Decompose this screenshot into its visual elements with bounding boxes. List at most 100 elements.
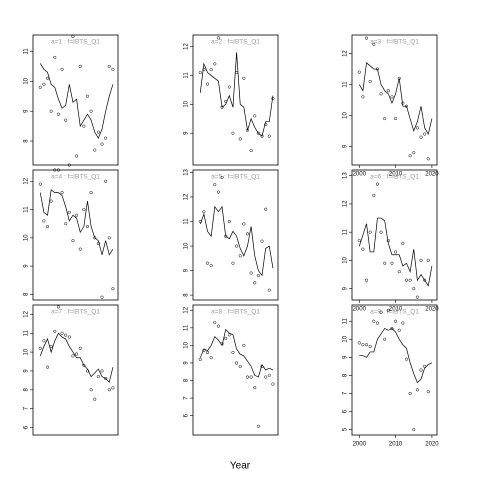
observation-point	[372, 42, 376, 46]
observation-point	[85, 369, 90, 373]
observation-point	[361, 95, 365, 99]
y-tick-label: 11	[184, 72, 190, 79]
observation-point	[216, 36, 220, 40]
observation-point	[42, 219, 46, 223]
x-tick-label: 2000	[353, 172, 367, 178]
observation-point	[38, 346, 42, 350]
x-tick-label: 2000	[353, 307, 367, 313]
observation-point	[271, 97, 275, 101]
observation-point	[67, 210, 71, 214]
panel-frame	[192, 34, 279, 166]
observation-point	[205, 261, 210, 265]
observation-point	[386, 308, 390, 312]
observation-point	[397, 76, 401, 80]
y-tick-label: 12	[184, 193, 190, 200]
observation-point	[104, 376, 108, 381]
observation-point	[379, 92, 383, 96]
observation-point	[426, 258, 430, 262]
observation-point	[42, 339, 46, 343]
observation-point	[49, 199, 53, 203]
observation-point	[60, 331, 64, 335]
x-axis-label: Year	[230, 461, 251, 472]
observation-point	[107, 388, 111, 392]
observation-point	[419, 135, 423, 139]
y-tick-label: 10	[343, 111, 349, 118]
y-tick-label: 11	[24, 48, 30, 55]
observation-point	[224, 234, 228, 238]
y-tick-label: 10	[184, 242, 190, 249]
y-tick-label: 9	[343, 144, 349, 148]
observation-point	[249, 375, 253, 379]
panel-title: a=4 : f=IBTS_Q1	[51, 174, 100, 181]
y-tick-label: 11	[343, 228, 349, 235]
y-tick-label: 8	[184, 378, 190, 382]
observation-point	[383, 117, 387, 121]
observation-point	[357, 239, 361, 243]
observation-point	[111, 67, 115, 71]
observation-point	[53, 168, 57, 172]
observation-point	[238, 254, 242, 258]
observation-point	[89, 191, 93, 195]
observation-point	[202, 68, 206, 72]
observation-point	[64, 118, 68, 122]
y-tick-label: 6	[24, 425, 30, 429]
observation-point	[242, 76, 246, 80]
observation-point	[357, 341, 361, 345]
observation-point	[67, 163, 71, 167]
observation-point	[408, 154, 412, 158]
observation-point	[404, 104, 409, 108]
observation-point	[202, 210, 206, 214]
y-tick-label: 7	[343, 391, 349, 395]
observation-point	[209, 68, 213, 72]
observation-point	[53, 55, 57, 59]
observation-point	[383, 337, 387, 341]
observation-point	[64, 222, 68, 226]
observation-point	[78, 247, 82, 251]
observation-point	[394, 250, 398, 254]
y-tick-label: 5	[343, 427, 349, 431]
observation-point	[45, 76, 50, 80]
panel-frame	[351, 304, 438, 436]
observation-point	[267, 373, 271, 377]
observation-point	[38, 85, 42, 89]
observation-point	[412, 287, 416, 291]
panel-frame	[32, 304, 119, 436]
y-tick-label: 10	[184, 100, 190, 107]
y-tick-label: 12	[184, 306, 190, 313]
observation-point	[375, 67, 379, 71]
panel-title: a=8 : f=IBTS_Q1	[211, 309, 260, 316]
observation-point	[93, 148, 97, 152]
observation-point	[93, 236, 97, 240]
y-tick-label: 7	[184, 396, 190, 400]
observation-point	[372, 319, 376, 323]
observation-point	[394, 117, 398, 121]
observation-point	[220, 175, 224, 179]
observation-point	[242, 343, 246, 347]
y-tick-label: 12	[24, 310, 30, 317]
observation-point	[78, 346, 82, 350]
observation-point	[368, 79, 372, 83]
fit-line	[199, 205, 274, 277]
fit-line	[39, 332, 114, 383]
observation-point	[231, 350, 235, 354]
y-tick-label: 9	[24, 369, 30, 373]
observation-point	[216, 190, 220, 194]
observation-point	[89, 388, 93, 392]
observation-point	[386, 239, 390, 243]
y-tick-label: 9	[343, 355, 349, 359]
x-tick-label: 2010	[389, 172, 403, 178]
observation-point	[397, 328, 401, 332]
observation-point	[64, 333, 68, 337]
panel-frame	[192, 169, 279, 301]
observation-point	[96, 241, 100, 246]
y-tick-label: 9	[343, 286, 349, 290]
observation-point	[213, 321, 217, 325]
observation-point	[390, 95, 394, 99]
observation-point	[264, 375, 268, 379]
observation-point	[49, 344, 53, 348]
observation-point	[235, 71, 239, 75]
observation-point	[364, 36, 369, 40]
fit-line	[359, 328, 433, 384]
observation-point	[412, 151, 416, 155]
panel-frame	[351, 169, 438, 301]
